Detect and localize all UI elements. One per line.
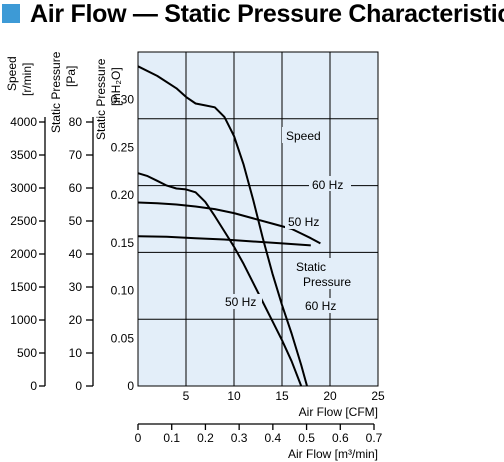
title-square-icon	[2, 4, 20, 23]
speed-tick-label: 2500	[10, 214, 37, 228]
series-static-pressure-60-hz	[137, 65, 308, 387]
cfm-axis-label: Air Flow [CFM]	[299, 405, 378, 419]
speed-tick-label: 3000	[10, 181, 37, 195]
speed-tick-label: 4000	[10, 115, 37, 129]
cfm-tick-label: 10	[227, 389, 241, 403]
m3-tick-label: 0.7	[366, 431, 383, 445]
m3-tick-label: 0.4	[265, 431, 282, 445]
series-speed-60-hz	[137, 201, 321, 245]
inh2o-tick-label: 0.10	[111, 284, 135, 298]
pa-tick-label: 10	[69, 346, 83, 360]
title-bar: Air Flow — Static Pressure Characteristi…	[0, 0, 504, 30]
annotation-pressure-50hz: 50 Hz	[225, 295, 256, 309]
inh2o-axis-unit: [inH₂O]	[109, 67, 123, 106]
pa-tick-label: 70	[69, 148, 83, 162]
inh2o-tick-label: 0.05	[111, 331, 135, 345]
m3-tick-label: 0.3	[231, 431, 248, 445]
speed-tick-label: 500	[17, 346, 37, 360]
pa-axis-label: Static Pressure	[49, 51, 63, 133]
annotation-speed-60hz: 60 Hz	[312, 178, 343, 192]
speed-60-label-bg	[309, 176, 351, 191]
inh2o-tick-label: 0	[127, 379, 134, 393]
speed-tick-label: 3500	[10, 148, 37, 162]
chart-title: Air Flow — Static Pressure Characteristi…	[30, 0, 504, 28]
inh2o-tick-label: 0.30	[111, 93, 135, 107]
speed-tick-label: 1500	[10, 280, 37, 294]
annotations: Speed 60 Hz 50 Hz Static Pressure 50 Hz …	[222, 127, 354, 313]
annotation-speed: Speed	[286, 129, 321, 143]
axes: 0500100015002000250030003500400001020304…	[10, 93, 385, 445]
pa-tick-label: 80	[69, 115, 83, 129]
m3-tick-label: 0.1	[163, 431, 180, 445]
m3-tick-label: 0.5	[298, 431, 315, 445]
cfm-tick-label: 25	[371, 389, 385, 403]
series-static-pressure-50-hz	[137, 172, 303, 387]
cfm-tick-label: 15	[275, 389, 289, 403]
speed-tick-label: 2000	[10, 247, 37, 261]
curves	[137, 65, 321, 387]
cfm-tick-label: 5	[183, 389, 190, 403]
pa-tick-label: 60	[69, 181, 83, 195]
inh2o-tick-label: 0.20	[111, 188, 135, 202]
series-speed-50-hz	[137, 235, 311, 247]
pressure-50-label-bg	[222, 294, 262, 309]
pa-tick-label: 40	[69, 247, 83, 261]
cfm-tick-label: 20	[323, 389, 337, 403]
inh2o-axis-label: Static Pressure	[94, 58, 108, 140]
annotation-pressure: Pressure	[303, 275, 351, 289]
pa-tick-label: 0	[75, 379, 82, 393]
inh2o-tick-label: 0.25	[111, 140, 135, 154]
speed-tick-label: 0	[30, 379, 37, 393]
speed-axis-label: Speed	[5, 56, 19, 91]
pa-tick-label: 30	[69, 280, 83, 294]
annotation-speed-50hz: 50 Hz	[288, 215, 319, 229]
m3-tick-label: 0.6	[332, 431, 349, 445]
annotation-static: Static	[296, 260, 326, 274]
speed-50-label-bg	[285, 214, 325, 229]
inh2o-tick-label: 0.15	[111, 236, 135, 250]
annotation-pressure-60hz: 60 Hz	[305, 299, 336, 313]
pa-axis-unit: [Pa]	[64, 66, 78, 87]
speed-axis-unit: [r/min]	[20, 63, 34, 96]
m3-tick-label: 0.2	[197, 431, 214, 445]
pa-tick-label: 50	[69, 214, 83, 228]
pa-tick-label: 20	[69, 313, 83, 327]
m3-tick-label: 0	[135, 431, 142, 445]
static-pressure-label-bg	[292, 258, 354, 289]
pressure-60-label-bg	[302, 298, 342, 313]
m3-axis-label: Air Flow [m³/min]	[288, 447, 378, 461]
speed-tick-label: 1000	[10, 313, 37, 327]
speed-label-bg	[282, 127, 326, 143]
grid	[138, 52, 378, 386]
